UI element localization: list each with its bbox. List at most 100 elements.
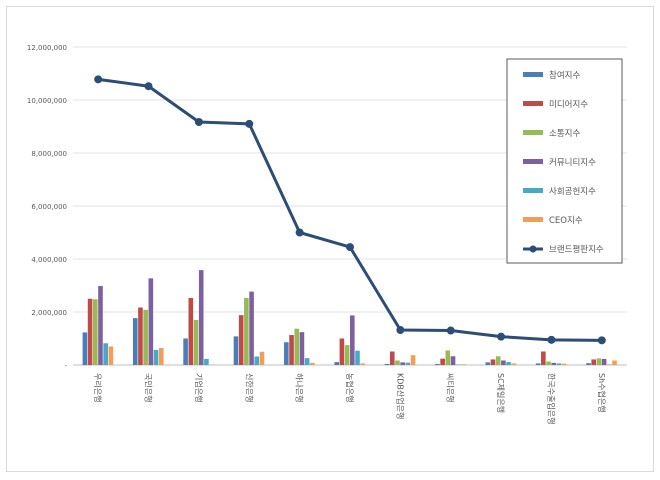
bar (495, 356, 501, 365)
x-tick-label: 우리은행 (93, 373, 103, 402)
x-tick-label: 씨티은행 (446, 373, 456, 402)
bar (360, 363, 365, 365)
legend-label: 브랜드평판지수 (549, 244, 604, 255)
bar (490, 359, 496, 365)
bar (259, 351, 265, 365)
bar (440, 358, 445, 365)
y-tick-label: 4,000,000 (31, 256, 67, 264)
line-point (295, 228, 304, 237)
bar (541, 351, 546, 365)
legend-swatch (523, 188, 543, 193)
bar (103, 343, 108, 365)
brand-reputation-chart: - 2,000,000 4,000,000 6,000,000 8,000,000 10,… (27, 44, 627, 425)
line-point (245, 119, 254, 128)
bar (334, 362, 339, 365)
bar (384, 363, 390, 365)
bar (209, 364, 214, 365)
bar (586, 363, 591, 365)
x-tick-label: KDB산업은행 (395, 373, 405, 419)
bar (445, 350, 451, 365)
bar (249, 291, 254, 365)
bar (501, 360, 506, 365)
bar (284, 342, 289, 365)
x-axis-labels: 우리은행 국민은행 기업은행 신한은행 하나은행 농협은행 KDB산업은행 씨티은행 SC제일은… (93, 373, 607, 425)
y-tick-label: 2,000,000 (31, 309, 67, 317)
bar (450, 356, 456, 365)
legend-label: 미디어지수 (549, 99, 588, 110)
bar (244, 297, 249, 365)
bar (299, 332, 305, 365)
bar (238, 315, 244, 365)
bar (138, 307, 143, 365)
x-tick-label: 농협은행 (345, 373, 355, 402)
bar (82, 332, 88, 365)
bar (254, 356, 260, 365)
line-point (346, 243, 354, 252)
bar (511, 363, 517, 365)
bar (607, 364, 612, 365)
bar (455, 364, 461, 365)
line-point (144, 82, 153, 91)
bar (158, 348, 164, 365)
bars (82, 270, 617, 365)
bar (601, 358, 607, 365)
x-tick-label: 국민은행 (144, 373, 154, 402)
y-tick-label: 12,000,000 (27, 44, 67, 52)
x-tick-label: Sh수협은행 (597, 373, 607, 413)
bar (395, 360, 400, 365)
bar (233, 336, 239, 365)
bar (535, 363, 541, 365)
x-tick-label: SC제일은행 (496, 373, 506, 413)
bar (108, 346, 114, 365)
bar (304, 358, 310, 365)
x-tick-label: 하나은행 (295, 373, 305, 402)
bar (435, 363, 440, 365)
bar (355, 350, 360, 365)
bar (310, 362, 315, 365)
bar (98, 286, 103, 365)
bar (153, 349, 159, 365)
bar (193, 319, 199, 365)
line-point (547, 335, 556, 344)
y-tick-label: 6,000,000 (31, 203, 67, 211)
bar (556, 363, 562, 365)
bar (546, 361, 551, 365)
bar (143, 309, 148, 365)
bar (612, 360, 617, 365)
y-tick-label: - (64, 362, 67, 370)
chart-frame: - 2,000,000 4,000,000 6,000,000 8,000,000 10,… (6, 6, 654, 472)
y-axis-ticks: - 2,000,000 4,000,000 6,000,000 8,000,000 10,… (27, 44, 68, 370)
legend-label: 커뮤니티지수 (549, 157, 596, 168)
legend-label: 사회공헌지수 (549, 187, 596, 197)
bar (183, 338, 188, 365)
legend-label: 소통지수 (549, 129, 580, 139)
bar (87, 298, 93, 365)
bar (551, 362, 557, 365)
bar (405, 362, 411, 365)
x-tick-label: 기업은행 (194, 373, 204, 402)
x-tick-label: 한국수출입은행 (546, 373, 556, 425)
line-point (194, 117, 203, 126)
bar (289, 335, 294, 365)
line-point (497, 332, 506, 341)
bar (148, 278, 154, 365)
bar (188, 297, 194, 365)
legend-label: CEO지수 (549, 216, 583, 226)
y-tick-label: 10,000,000 (27, 97, 67, 105)
line-point (396, 326, 405, 335)
legend-line-marker (529, 245, 537, 253)
line-point (597, 336, 606, 345)
bar (561, 363, 567, 365)
bar (132, 318, 138, 365)
legend-swatch (523, 217, 543, 222)
brand-index-line (94, 75, 606, 345)
bar (410, 355, 416, 365)
bar (591, 359, 597, 365)
bar (344, 345, 350, 365)
bar (506, 362, 511, 365)
bar (339, 338, 345, 365)
line-point (94, 75, 103, 84)
x-tick-label: 신한은행 (244, 373, 254, 402)
legend-swatch (523, 72, 543, 77)
